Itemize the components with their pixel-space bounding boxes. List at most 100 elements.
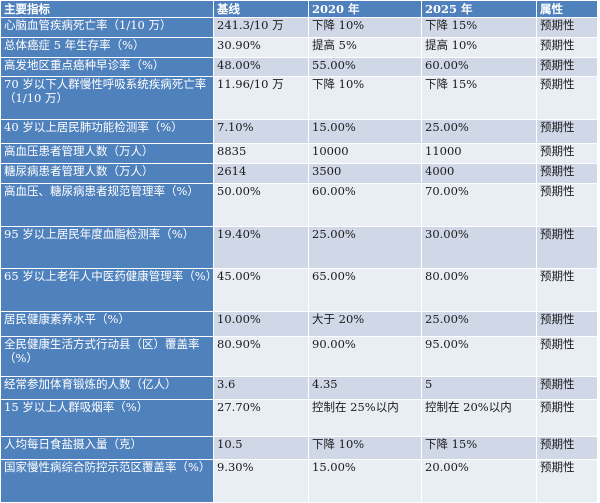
attribute-cell: 预期性 bbox=[536, 311, 598, 338]
target-2020-cell: 3500 bbox=[308, 162, 422, 184]
table-header-row: 主要指标 基线 2020 年 2025 年 属性 bbox=[0, 0, 598, 18]
table-row: 经常参加体育锻炼的人数（亿人） 3.6 4.35 5 预期性 bbox=[0, 375, 598, 400]
baseline-cell: 80.90% bbox=[213, 336, 309, 377]
target-2020-cell: 下降 10% bbox=[308, 17, 422, 38]
target-2020-cell: 提高 5% bbox=[308, 36, 422, 58]
attribute-cell: 预期性 bbox=[536, 76, 598, 121]
target-2020-cell: 25.00% bbox=[308, 225, 422, 270]
baseline-cell: 2614 bbox=[213, 162, 309, 184]
header-2025: 2025 年 bbox=[421, 0, 537, 18]
target-2025-cell: 下降 15% bbox=[421, 17, 537, 38]
attribute-cell: 预期性 bbox=[536, 17, 598, 38]
header-2020: 2020 年 bbox=[308, 0, 422, 18]
indicator-cell: 40 岁以上居民肺功能检测率（%） bbox=[0, 119, 214, 145]
header-indicator: 主要指标 bbox=[0, 0, 214, 18]
baseline-cell: 10.00% bbox=[213, 311, 309, 338]
baseline-cell: 8835 bbox=[213, 143, 309, 164]
attribute-cell: 预期性 bbox=[536, 375, 598, 400]
attribute-cell: 预期性 bbox=[536, 459, 598, 503]
target-2025-cell: 5 bbox=[421, 375, 537, 400]
target-2025-cell: 60.00% bbox=[421, 56, 537, 78]
baseline-cell: 30.90% bbox=[213, 36, 309, 58]
target-2025-cell: 30.00% bbox=[421, 225, 537, 270]
baseline-cell: 3.6 bbox=[213, 375, 309, 400]
target-2020-cell: 65.00% bbox=[308, 268, 422, 313]
attribute-cell: 预期性 bbox=[536, 119, 598, 145]
attribute-cell: 预期性 bbox=[536, 182, 598, 227]
attribute-cell: 预期性 bbox=[536, 36, 598, 58]
target-2025-cell: 下降 15% bbox=[421, 436, 537, 461]
baseline-cell: 10.5 bbox=[213, 436, 309, 461]
attribute-cell: 预期性 bbox=[536, 56, 598, 78]
indicator-cell: 高血压、糖尿病患者规范管理率（%） bbox=[0, 182, 214, 227]
table-row: 国家慢性病综合防控示范区覆盖率（%） 9.30% 15.00% 20.00% 预… bbox=[0, 459, 598, 503]
target-2020-cell: 60.00% bbox=[308, 182, 422, 227]
baseline-cell: 45.00% bbox=[213, 268, 309, 313]
indicator-cell: 70 岁以下人群慢性呼吸系统疾病死亡率（1/10 万） bbox=[0, 76, 214, 121]
indicator-cell: 高发地区重点癌种早诊率（%） bbox=[0, 56, 214, 78]
indicator-cell: 糖尿病患者管理人数（万人） bbox=[0, 162, 214, 184]
target-2025-cell: 提高 10% bbox=[421, 36, 537, 58]
table-row: 总体癌症 5 年生存率（%） 30.90% 提高 5% 提高 10% 预期性 bbox=[0, 36, 598, 58]
attribute-cell: 预期性 bbox=[536, 336, 598, 377]
indicator-cell: 全民健康生活方式行动县（区）覆盖率（%） bbox=[0, 336, 214, 377]
target-2025-cell: 下降 15% bbox=[421, 76, 537, 121]
header-attribute: 属性 bbox=[536, 0, 598, 18]
target-2025-cell: 70.00% bbox=[421, 182, 537, 227]
indicator-cell: 65 岁以上老年人中医药健康管理率（%） bbox=[0, 268, 214, 313]
attribute-cell: 预期性 bbox=[536, 398, 598, 438]
attribute-cell: 预期性 bbox=[536, 268, 598, 313]
target-2025-cell: 25.00% bbox=[421, 119, 537, 145]
target-2020-cell: 15.00% bbox=[308, 119, 422, 145]
baseline-cell: 7.10% bbox=[213, 119, 309, 145]
table-row: 心脑血管疾病死亡率（1/10 万） 241.3/10 万 下降 10% 下降 1… bbox=[0, 17, 598, 38]
target-2020-cell: 下降 10% bbox=[308, 436, 422, 461]
attribute-cell: 预期性 bbox=[536, 143, 598, 164]
baseline-cell: 11.96/10 万 bbox=[213, 76, 309, 121]
table-row: 高发地区重点癌种早诊率（%） 48.00% 55.00% 60.00% 预期性 bbox=[0, 56, 598, 78]
indicator-cell: 15 岁以上人群吸烟率（%） bbox=[0, 398, 214, 438]
table-row: 65 岁以上老年人中医药健康管理率（%） 45.00% 65.00% 80.00… bbox=[0, 268, 598, 313]
target-2020-cell: 控制在 25%以内 bbox=[308, 398, 422, 438]
baseline-cell: 27.70% bbox=[213, 398, 309, 438]
target-2025-cell: 25.00% bbox=[421, 311, 537, 338]
baseline-cell: 48.00% bbox=[213, 56, 309, 78]
indicator-cell: 总体癌症 5 年生存率（%） bbox=[0, 36, 214, 58]
target-2020-cell: 10000 bbox=[308, 143, 422, 164]
table-row: 人均每日食盐摄入量（克） 10.5 下降 10% 下降 15% 预期性 bbox=[0, 436, 598, 461]
indicator-cell: 95 岁以上居民年度血脂检测率（%） bbox=[0, 225, 214, 270]
indicator-cell: 人均每日食盐摄入量（克） bbox=[0, 436, 214, 461]
indicator-cell: 心脑血管疾病死亡率（1/10 万） bbox=[0, 17, 214, 38]
attribute-cell: 预期性 bbox=[536, 225, 598, 270]
target-2025-cell: 20.00% bbox=[421, 459, 537, 503]
indicator-cell: 国家慢性病综合防控示范区覆盖率（%） bbox=[0, 459, 214, 503]
table-row: 高血压、糖尿病患者规范管理率（%） 50.00% 60.00% 70.00% 预… bbox=[0, 182, 598, 227]
table-row: 70 岁以下人群慢性呼吸系统疾病死亡率（1/10 万） 11.96/10 万 下… bbox=[0, 76, 598, 121]
target-2020-cell: 55.00% bbox=[308, 56, 422, 78]
target-2020-cell: 4.35 bbox=[308, 375, 422, 400]
target-2020-cell: 大于 20% bbox=[308, 311, 422, 338]
target-2020-cell: 90.00% bbox=[308, 336, 422, 377]
target-2025-cell: 控制在 20%以内 bbox=[421, 398, 537, 438]
table-row: 全民健康生活方式行动县（区）覆盖率（%） 80.90% 90.00% 95.00… bbox=[0, 336, 598, 377]
table-row: 糖尿病患者管理人数（万人） 2614 3500 4000 预期性 bbox=[0, 162, 598, 184]
target-2025-cell: 95.00% bbox=[421, 336, 537, 377]
baseline-cell: 19.40% bbox=[213, 225, 309, 270]
indicator-cell: 居民健康素养水平（%） bbox=[0, 311, 214, 338]
table-row: 40 岁以上居民肺功能检测率（%） 7.10% 15.00% 25.00% 预期… bbox=[0, 119, 598, 145]
attribute-cell: 预期性 bbox=[536, 436, 598, 461]
target-2020-cell: 下降 10% bbox=[308, 76, 422, 121]
indicator-cell: 经常参加体育锻炼的人数（亿人） bbox=[0, 375, 214, 400]
target-2025-cell: 80.00% bbox=[421, 268, 537, 313]
baseline-cell: 9.30% bbox=[213, 459, 309, 503]
target-2020-cell: 15.00% bbox=[308, 459, 422, 503]
target-2025-cell: 11000 bbox=[421, 143, 537, 164]
header-baseline: 基线 bbox=[213, 0, 309, 18]
baseline-cell: 50.00% bbox=[213, 182, 309, 227]
table-row: 居民健康素养水平（%） 10.00% 大于 20% 25.00% 预期性 bbox=[0, 311, 598, 338]
indicator-cell: 高血压患者管理人数（万人） bbox=[0, 143, 214, 164]
target-2025-cell: 4000 bbox=[421, 162, 537, 184]
table-row: 15 岁以上人群吸烟率（%） 27.70% 控制在 25%以内 控制在 20%以… bbox=[0, 398, 598, 438]
table-row: 高血压患者管理人数（万人） 8835 10000 11000 预期性 bbox=[0, 143, 598, 164]
